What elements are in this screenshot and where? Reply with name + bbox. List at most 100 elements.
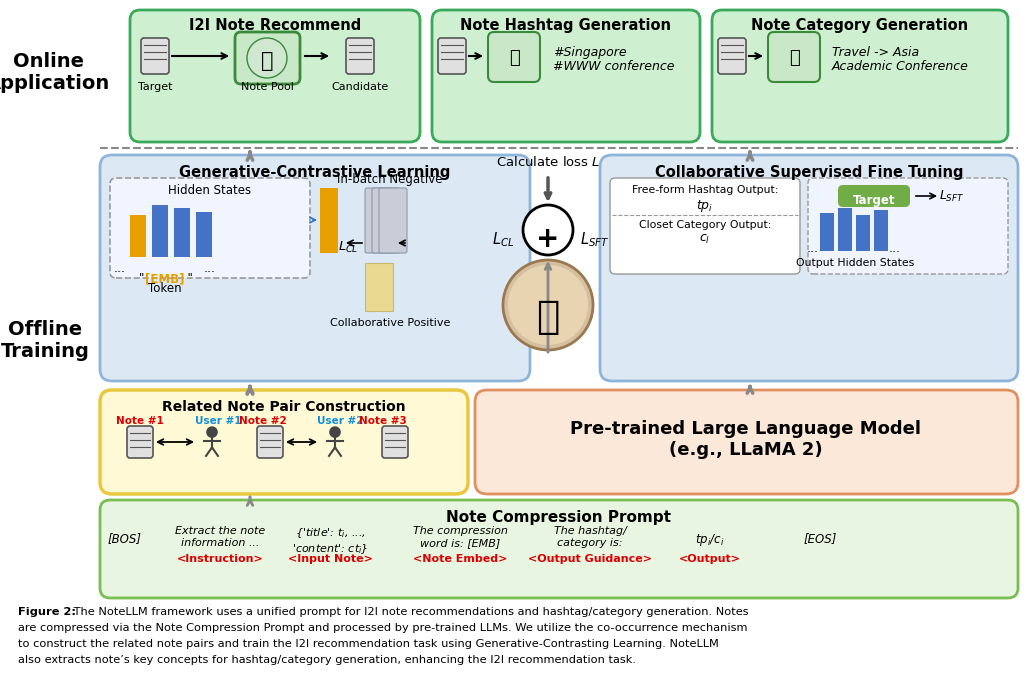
FancyBboxPatch shape [712,10,1008,142]
Bar [196,212,212,257]
FancyBboxPatch shape [475,390,1018,494]
FancyBboxPatch shape [130,10,420,142]
Text: Note Hashtag Generation: Note Hashtag Generation [461,18,671,33]
FancyBboxPatch shape [372,188,400,253]
Text: Note Pool: Note Pool [240,82,293,92]
Text: {'title': $t_i$, ...,
'content': $ct_i$}: {'title': $t_i$, ..., 'content': $ct_i$} [291,526,368,556]
Text: Figure 2:: Figure 2: [18,607,76,617]
Text: [EOS]: [EOS] [803,532,836,545]
Bar [130,215,146,257]
Text: ": " [180,272,193,285]
Text: Note #3: Note #3 [359,416,407,426]
Text: Collaborative Positive: Collaborative Positive [329,318,450,328]
Bar [365,263,393,311]
FancyBboxPatch shape [382,426,408,458]
Text: User #2: User #2 [317,416,363,426]
FancyBboxPatch shape [100,500,1018,598]
Text: Related Note Pair Construction: Related Note Pair Construction [162,400,406,414]
Text: The NoteLLM framework uses a unified prompt for I2I note recommendations and has: The NoteLLM framework uses a unified pro… [70,607,749,617]
FancyBboxPatch shape [610,178,800,274]
Text: Target: Target [853,194,896,207]
FancyBboxPatch shape [718,38,746,74]
Circle shape [503,260,593,350]
Text: <Input Note>: <Input Note> [287,554,372,564]
Text: User #1: User #1 [195,416,241,426]
Text: Hidden States: Hidden States [168,184,251,197]
Text: Note Category Generation: Note Category Generation [751,18,969,33]
Text: 🦙: 🦙 [537,298,560,336]
Text: Output Hidden States: Output Hidden States [796,258,914,268]
Text: <Output>: <Output> [679,554,741,564]
Text: Note Compression Prompt: Note Compression Prompt [446,510,671,525]
Text: $c_l$: $c_l$ [700,233,711,246]
Text: Online
Application: Online Application [0,52,110,93]
FancyBboxPatch shape [127,426,153,458]
Text: Target: Target [137,82,172,92]
Text: In-batch Negative: In-batch Negative [338,173,443,186]
FancyBboxPatch shape [110,178,310,278]
Bar [856,215,870,251]
Text: Note #1: Note #1 [116,416,164,426]
FancyBboxPatch shape [365,188,393,253]
Text: Academic Conference: Academic Conference [832,60,969,73]
Text: to construct the related note pairs and train the I2I recommendation task using : to construct the related note pairs and … [18,639,719,649]
Bar [838,208,852,251]
Circle shape [247,38,287,78]
FancyBboxPatch shape [438,38,466,74]
Text: ": " [140,272,152,285]
FancyBboxPatch shape [346,38,374,74]
Text: ...: ... [889,242,901,255]
FancyBboxPatch shape [100,155,530,381]
Text: also extracts note’s key concepts for hashtag/category generation, enhancing the: also extracts note’s key concepts for ha… [18,655,636,665]
FancyBboxPatch shape [768,32,820,82]
FancyBboxPatch shape [235,32,300,84]
Text: Generative-Contrastive Learning: Generative-Contrastive Learning [180,165,450,180]
Text: #Singapore: #Singapore [553,46,627,59]
Bar [152,205,168,257]
Text: Candidate: Candidate [331,82,389,92]
Text: $tp_i$: $tp_i$ [697,198,714,214]
FancyBboxPatch shape [141,38,169,74]
Text: ...: ... [114,262,126,275]
Text: are compressed via the Note Compression Prompt and processed by pre-trained LLMs: are compressed via the Note Compression … [18,623,748,633]
Circle shape [523,205,573,255]
Text: The compression
word is: [EMB]: The compression word is: [EMB] [412,526,508,547]
FancyBboxPatch shape [256,426,283,458]
Bar [174,208,190,257]
Text: The hashtag/
category is:: The hashtag/ category is: [554,526,627,547]
FancyBboxPatch shape [100,390,468,494]
Text: Free-form Hashtag Output:: Free-form Hashtag Output: [632,185,778,195]
Text: Collaborative Supervised Fine Tuning: Collaborative Supervised Fine Tuning [655,165,963,180]
Text: Note #2: Note #2 [239,416,287,426]
Text: $tp_i$/$c_i$: $tp_i$/$c_i$ [696,532,724,548]
FancyBboxPatch shape [379,188,407,253]
Text: <Instruction>: <Instruction> [176,554,264,564]
Text: $L_{SFT}$: $L_{SFT}$ [581,230,609,249]
Bar [320,188,338,253]
Text: Extract the note
information ...: Extract the note information ... [174,526,265,547]
Text: [BOS]: [BOS] [108,532,142,545]
Text: ...: ... [204,262,216,275]
Text: I2I Note Recommend: I2I Note Recommend [189,18,361,33]
Text: +: + [537,225,560,253]
Text: #WWW conference: #WWW conference [553,60,674,73]
Circle shape [508,265,588,345]
Text: Token: Token [148,282,182,295]
FancyBboxPatch shape [838,185,910,207]
Text: <Output Guidance>: <Output Guidance> [528,554,652,564]
Text: 🦙: 🦙 [261,51,273,71]
FancyBboxPatch shape [488,32,540,82]
Circle shape [330,427,340,437]
Bar [820,213,834,251]
Bar [874,210,887,251]
Text: 🦙: 🦙 [509,49,519,67]
Text: Calculate loss $L$: Calculate loss $L$ [496,155,600,169]
Text: Travel -> Asia: Travel -> Asia [832,46,919,59]
Text: <Note Embed>: <Note Embed> [412,554,507,564]
Text: [EMB]: [EMB] [146,272,185,285]
Text: ...: ... [807,242,819,255]
Text: Offline
Training: Offline Training [1,320,89,361]
Text: $L_{SFT}$: $L_{SFT}$ [939,189,964,203]
FancyBboxPatch shape [808,178,1008,274]
Text: Closet Category Output:: Closet Category Output: [639,220,772,230]
